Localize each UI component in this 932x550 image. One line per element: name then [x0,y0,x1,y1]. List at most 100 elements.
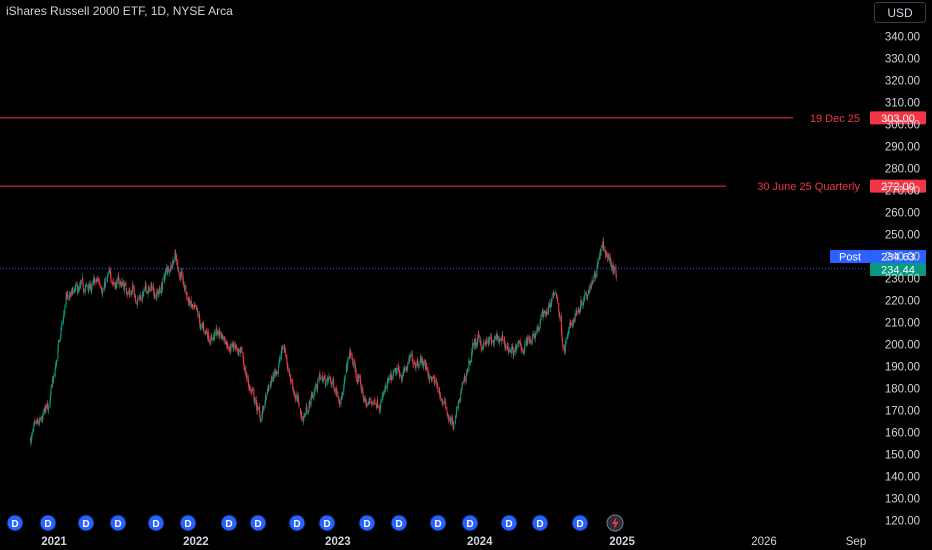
candle-body [309,401,311,405]
dividend-marker[interactable]: D [429,514,447,532]
candle-body [502,338,504,340]
candle-body [403,369,405,377]
candle-body [215,328,218,334]
candle-body [276,373,278,374]
candle-body [107,273,109,276]
candle-body [427,369,429,375]
dividend-marker[interactable]: D [571,514,589,532]
candle-body [119,281,122,283]
candle-body [366,405,368,407]
dividend-marker[interactable]: D [179,514,197,532]
dividend-marker-circle [39,514,57,532]
candle-body [102,290,104,292]
candle-body [145,285,147,292]
dividend-marker[interactable]: D [288,514,306,532]
dividend-marker[interactable]: D [318,514,336,532]
candle-body [180,272,182,276]
dividend-marker[interactable]: D [249,514,267,532]
candle-body [319,376,321,380]
dividend-marker[interactable]: D [358,514,376,532]
dividend-marker[interactable]: D [39,514,57,532]
candle-body [461,381,463,387]
candle-body [344,377,346,379]
candle-body [572,320,575,325]
candle-body [322,381,324,383]
candle-body [175,255,178,262]
candle-body [374,402,376,404]
candle-body [401,379,403,381]
dividend-marker-circle [109,514,127,532]
candle-body [607,254,610,256]
candle-body [276,372,278,374]
candle-body [482,346,484,351]
candle-body [284,349,286,354]
candle-body [187,298,190,303]
candle-body [354,363,356,370]
lightning-icon[interactable] [606,514,624,532]
candle-body [107,275,109,279]
candle-body [177,260,179,269]
candle-body [184,285,186,290]
dividend-marker[interactable]: D [500,514,518,532]
candle-body [227,345,229,350]
candle-body [185,285,187,292]
candle-body [31,432,33,436]
candle-body [507,347,509,350]
dividend-marker[interactable]: D [461,514,479,532]
candle-body [343,387,345,394]
candle-body [341,396,343,399]
candle-body [37,420,39,423]
x-tick-label: 2022 [183,536,209,548]
candle-body [300,412,302,414]
dividend-marker[interactable]: D [109,514,127,532]
candle-body [164,276,166,279]
candle-body [44,409,46,413]
candle-body [535,332,537,337]
currency-button[interactable]: USD [874,2,926,23]
candle-body [595,274,597,277]
dividend-marker[interactable]: D [390,514,408,532]
candle-body [324,382,326,385]
candle-body [72,288,74,294]
candle-body [188,303,190,305]
candle-body [344,374,346,378]
candle-body [448,419,450,421]
candle-body [477,336,479,341]
candle-body [191,304,193,307]
candle-body [93,279,95,283]
candle-body [39,421,41,422]
y-tick-label: 280.00 [885,164,920,176]
y-tick-label: 150.00 [885,450,920,462]
candle-body [85,284,87,285]
candle-body [194,305,197,307]
candle-body [243,361,245,365]
candle-body [112,282,115,283]
candle-body [178,270,180,272]
candle-body [394,368,396,373]
dividend-marker-label: D [114,519,121,530]
candle-body [450,418,452,422]
candle-body [245,367,247,375]
candle-body [360,381,362,386]
dividend-marker[interactable]: D [531,514,549,532]
candle-body [524,343,526,349]
candle-body [134,297,136,299]
candle-body [42,416,44,418]
candle-body [397,367,399,370]
candle-body [396,368,398,373]
candle-body [490,337,492,344]
candle-body [609,256,611,260]
candle-body [137,296,139,300]
candle-body [586,294,588,297]
candle-body [556,298,559,303]
candle-body [77,288,80,291]
candle-body [359,377,361,384]
candle-body [207,332,209,338]
candle-body [39,418,41,420]
dividend-marker[interactable]: D [6,514,24,532]
candle-body [177,269,179,271]
dividend-marker[interactable]: D [147,514,165,532]
dividend-marker[interactable]: D [77,514,95,532]
dividend-marker[interactable]: D [220,514,238,532]
